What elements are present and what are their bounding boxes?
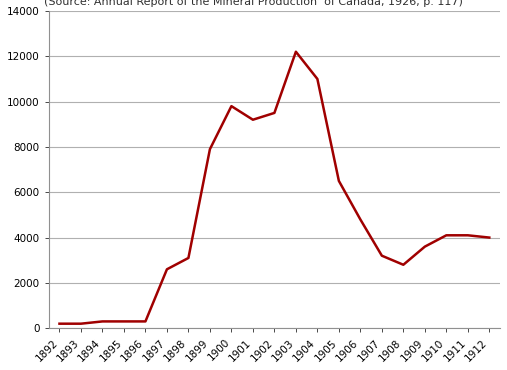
Text: (Source: Annual Report of the Mineral Production  of Canada, 1926, p. 117): (Source: Annual Report of the Mineral Pr… (44, 0, 463, 7)
